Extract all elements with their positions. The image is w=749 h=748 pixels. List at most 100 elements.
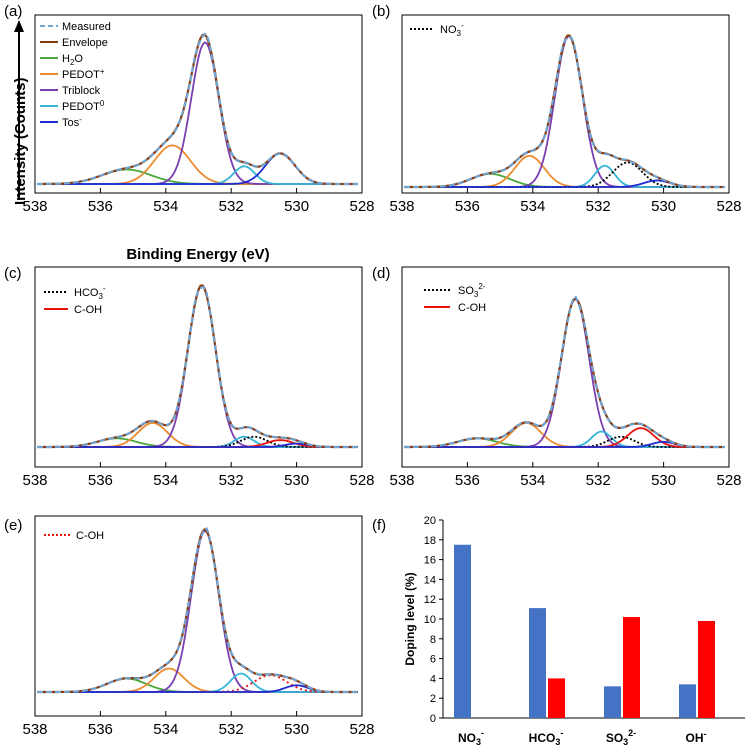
f-y-title: Doping level (%) xyxy=(403,572,417,665)
legend-d: SO32- C-OH xyxy=(424,282,486,314)
tick-label-e-536: 536 xyxy=(88,721,113,738)
f-ytick-label-6: 6 xyxy=(430,654,436,666)
y-axis-arrow-head xyxy=(14,20,24,32)
peak-a-triblock xyxy=(37,41,358,185)
f-xcat-label-HCO3-: HCO3- xyxy=(529,728,564,747)
measured-c xyxy=(37,285,358,448)
f-ytick-label-8: 8 xyxy=(430,634,436,646)
measured-d xyxy=(404,295,725,448)
f-xcat-label-NO3-: NO3- xyxy=(458,728,484,747)
f-ytick-label-4: 4 xyxy=(430,673,436,685)
tick-label-c-530: 530 xyxy=(284,472,309,489)
panel-label-c: (c) xyxy=(4,265,22,282)
legend-a: Measured Envelope H2O PEDOT+ Triblock PE… xyxy=(40,21,111,129)
panel-label-a: (a) xyxy=(4,3,22,20)
f-ytick-label-2: 2 xyxy=(430,693,436,705)
f-ytick-label-18: 18 xyxy=(424,535,436,547)
bar-red-HCO3- xyxy=(548,678,565,718)
tick-label-c-534: 534 xyxy=(153,472,178,489)
legend-pedotplus: PEDOT+ xyxy=(62,67,105,81)
tick-label-b-534: 534 xyxy=(520,198,545,215)
tick-label-d-530: 530 xyxy=(651,472,676,489)
panel-label-b: (b) xyxy=(372,3,390,20)
tick-label-b-530: 530 xyxy=(651,198,676,215)
bar-red-SO32- xyxy=(623,617,640,718)
tick-label-c-538: 538 xyxy=(22,472,47,489)
peak-c-tos xyxy=(37,442,358,448)
bar-red-OH- xyxy=(698,620,715,718)
legend-no3: NO3- xyxy=(440,21,464,38)
tick-label-e-532: 532 xyxy=(219,721,244,738)
legend-coh-c: C-OH xyxy=(74,304,102,316)
peak-d-triblock xyxy=(404,297,725,448)
legend-triblock: Triblock xyxy=(62,85,101,97)
bar-blue-NO3- xyxy=(454,544,471,718)
peak-b-no3 xyxy=(404,161,725,188)
tick-label-e-528: 528 xyxy=(349,721,374,738)
tick-label-b-532: 532 xyxy=(586,198,611,215)
legend-envelope: Envelope xyxy=(62,37,108,49)
f-ytick-label-14: 14 xyxy=(424,574,436,586)
f-ytick-label-10: 10 xyxy=(424,614,436,626)
bar-blue-OH- xyxy=(679,684,696,718)
panel-label-d: (d) xyxy=(372,265,390,282)
tick-label-c-532: 532 xyxy=(219,472,244,489)
legend-b: NO3- xyxy=(410,21,464,38)
tick-label-d-528: 528 xyxy=(716,472,741,489)
panel-c-frame xyxy=(34,266,363,468)
tick-label-b-536: 536 xyxy=(455,198,480,215)
peak-a-pedot xyxy=(37,144,358,185)
legend-coh-e: C-OH xyxy=(76,530,104,542)
tick-label-a-528: 528 xyxy=(349,198,374,215)
bar-blue-HCO3- xyxy=(529,608,546,718)
tick-label-a-536: 536 xyxy=(88,198,113,215)
tick-label-e-534: 534 xyxy=(153,721,178,738)
f-ytick-label-12: 12 xyxy=(424,594,436,606)
panel-label-f: (f) xyxy=(372,517,386,534)
tick-label-d-536: 536 xyxy=(455,472,480,489)
f-ytick-label-0: 0 xyxy=(430,713,436,725)
legend-hco3: HCO3- xyxy=(74,284,106,301)
tick-label-b-528: 528 xyxy=(716,198,741,215)
f-ytick-label-16: 16 xyxy=(424,555,436,567)
f-xcat-label-SO32-: SO32- xyxy=(606,728,636,747)
panel-b-frame xyxy=(401,14,730,194)
tick-label-c-528: 528 xyxy=(349,472,374,489)
measured-e xyxy=(37,527,358,693)
legend-tos: Tos- xyxy=(62,115,82,129)
legend-coh-d: C-OH xyxy=(458,302,486,314)
plots-layer: 538 536 534 532 530 528 538 536 534 532 530 528 538 5… xyxy=(22,32,742,747)
y-axis-title: Intensity (Counts) xyxy=(12,78,29,206)
legend-h2o: H2O xyxy=(62,53,83,67)
peak-b-triblock xyxy=(404,35,725,188)
panel-d-frame xyxy=(401,266,730,468)
envelope-d xyxy=(404,297,725,449)
envelope-b xyxy=(404,34,725,189)
tick-label-d-538: 538 xyxy=(389,472,414,489)
peak-c-pedot xyxy=(37,422,358,448)
tick-label-d-534: 534 xyxy=(520,472,545,489)
tick-label-a-530: 530 xyxy=(284,198,309,215)
peak-a-h2o xyxy=(37,168,358,185)
panel-a-frame xyxy=(34,14,363,194)
tick-label-d-532: 532 xyxy=(586,472,611,489)
tick-label-c-536: 536 xyxy=(88,472,113,489)
panel-e-frame xyxy=(34,515,363,717)
panel-label-e: (e) xyxy=(4,517,22,534)
legend-c: HCO3- C-OH xyxy=(44,284,106,316)
tick-label-e-538: 538 xyxy=(22,721,47,738)
tick-label-a-534: 534 xyxy=(153,198,178,215)
peak-e-tos xyxy=(37,684,358,693)
measured-a xyxy=(37,32,358,185)
legend-pedot0: PEDOT0 xyxy=(62,99,105,113)
tick-label-a-532: 532 xyxy=(219,198,244,215)
legend-e: C-OH xyxy=(44,530,104,542)
f-ytick-label-20: 20 xyxy=(424,515,436,527)
x-axis-title: Binding Energy (eV) xyxy=(126,246,269,263)
peak-b-pedot xyxy=(404,154,725,188)
bar-blue-SO32- xyxy=(604,686,621,718)
tick-label-b-538: 538 xyxy=(389,198,414,215)
f-xcat-label-OH-: OH- xyxy=(686,729,707,745)
legend-so3: SO32- xyxy=(458,282,486,299)
